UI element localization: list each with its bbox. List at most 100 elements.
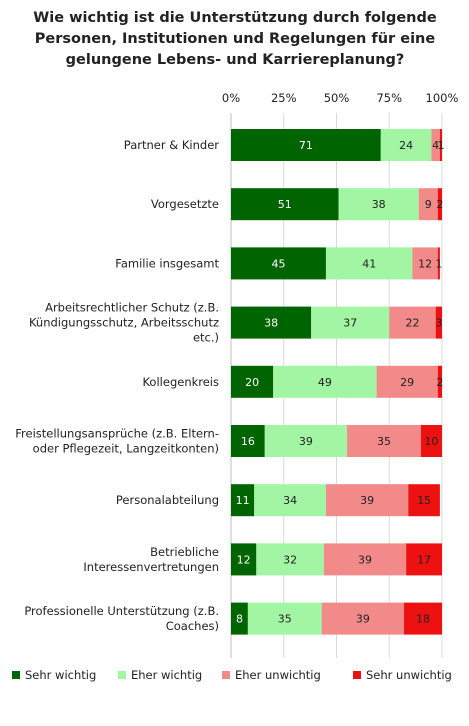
legend-label: Eher wichtig [131,668,202,682]
bar-segment [323,543,407,576]
bar-segment [347,425,421,457]
data-label: 37 [343,317,357,330]
category-label: Partner & Kinder [124,138,219,152]
category-label: etc.) [193,331,219,345]
data-label: 12 [237,553,251,566]
data-label: 39 [356,613,370,626]
data-label: 71 [299,139,313,152]
data-label: 39 [360,494,374,507]
bar-segment [412,247,438,280]
x-tick-label: 25% [271,91,297,105]
legend-label: Sehr wichtig [25,668,96,682]
legend-label: Eher unwichtig [235,668,321,682]
data-label: 11 [236,494,250,507]
data-label: 38 [264,317,278,330]
category-label: Arbeitsrechtlicher Schutz (z.B. [45,301,219,315]
bar-segment [408,484,440,517]
bar-segment [325,247,413,280]
legend-swatch [118,671,126,679]
data-label: 3 [435,317,442,330]
bar-segment [231,188,339,221]
bar-segment [231,129,381,161]
legend-swatch [222,671,230,679]
data-label: 51 [278,198,292,211]
data-label: 39 [299,435,313,448]
bar-segment [231,247,326,280]
bar-segment [389,306,436,339]
legend-swatch [353,671,361,679]
data-label: 41 [362,257,376,270]
data-label: 2 [436,376,443,389]
bar-segment [231,484,255,517]
bar-segment [273,365,377,398]
bar-segment [231,425,265,457]
x-tick-label: 50% [324,91,350,105]
bar-segment [420,425,442,457]
data-label: 2 [436,198,443,211]
bar-segment [435,306,442,339]
bar-segment [376,365,438,398]
data-label: 1 [435,257,442,270]
category-label: Vorgesetzte [151,197,219,211]
bar-segment [437,247,440,280]
bar-segment [418,188,438,221]
legend-label: Sehr unwichtig [366,668,452,682]
data-label: 20 [245,376,259,389]
chart-title: Wie wichtig ist die Unterstützung durch … [33,10,437,68]
category-label: Professionelle Unterstützung (z.B. [24,604,219,618]
bar-segment [439,129,442,161]
bar-segment [325,484,409,517]
bar-segment [247,602,322,635]
data-label: 34 [283,494,297,507]
x-tick-label: 0% [222,91,240,105]
data-label: 10 [424,435,438,448]
x-tick-label: 100% [426,91,459,105]
category-label: Personalabteilung [116,493,219,507]
bar-segment [256,543,324,576]
bar-segment [231,602,248,635]
data-label: 18 [416,613,430,626]
data-label: 39 [358,553,372,566]
bar-segment [380,129,432,161]
category-label: Kündigungsschutz, Arbeitsschutz [29,316,219,330]
data-label: 1 [437,139,444,152]
bar-segment [231,306,312,339]
data-label: 15 [417,494,431,507]
bar-segment [254,484,326,517]
bar-segment [338,188,419,221]
bar-segment [311,306,390,339]
data-label: 32 [283,553,297,566]
category-label: Coaches) [166,619,219,633]
data-label: 17 [417,553,431,566]
data-label: 49 [318,376,332,389]
bar-segment [406,543,442,576]
x-tick-label: 75% [376,91,402,105]
category-label: oder Pflegezeit, Langzeitkonten) [33,442,219,456]
bar-segment [431,129,440,161]
data-label: 35 [377,435,391,448]
data-label: 9 [425,198,432,211]
category-label: Familie insgesamt [115,256,219,270]
category-label: Interessenvertretungen [83,560,219,574]
data-label: 45 [271,257,285,270]
bar-segment [404,602,442,635]
data-label: 29 [400,376,414,389]
data-label: 4 [432,139,439,152]
category-label: Kollegenkreis [142,375,219,389]
bar-segment [231,365,274,398]
bar-segment [231,543,257,576]
category-label: Freistellungsansprüche (z.B. Eltern- [15,427,219,441]
bar-segment [437,188,442,221]
data-label: 35 [278,613,292,626]
data-label: 8 [236,613,243,626]
bar-segment [264,425,348,457]
bar-segment [321,602,405,635]
bar-segment [437,365,442,398]
data-label: 22 [405,317,419,330]
legend-swatch [12,671,20,679]
data-label: 12 [418,257,432,270]
data-label: 16 [241,435,255,448]
data-label: 24 [399,139,413,152]
